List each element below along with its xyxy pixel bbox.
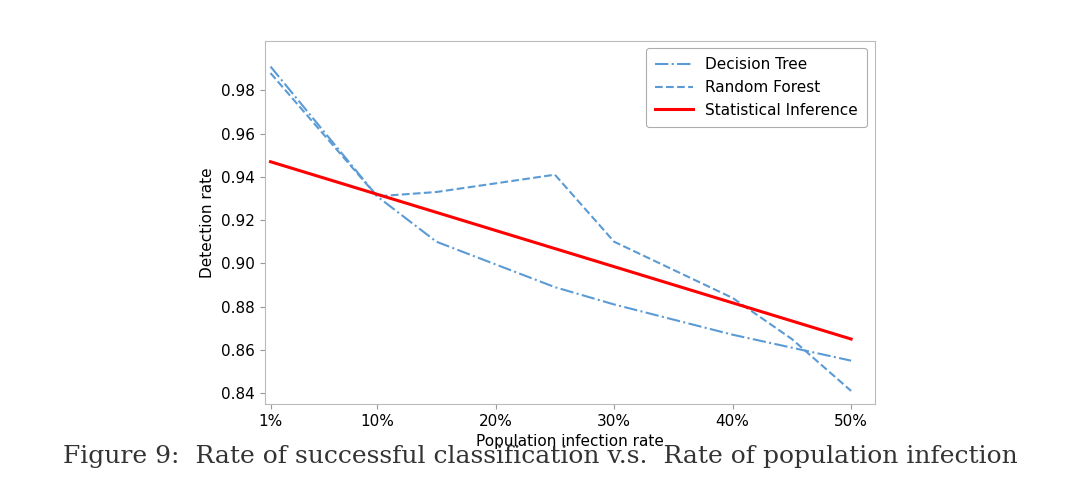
Decision Tree [430,239,443,245]
Text: Figure 9:  Rate of successful classification v.s.  Rate of population infection: Figure 9: Rate of successful classificat… [63,445,1017,468]
Decision Tree [549,284,562,290]
Decision Tree [845,358,858,364]
Decision Tree [370,194,383,199]
Decision Tree [726,332,739,337]
Random Forest [370,194,383,199]
Y-axis label: Detection rate: Detection rate [200,167,215,278]
Line: Decision Tree: Decision Tree [270,66,851,361]
Random Forest [726,295,739,301]
Random Forest [845,388,858,394]
Random Forest [608,239,621,245]
Decision Tree [608,302,621,307]
Random Forest [430,189,443,195]
Random Forest [264,70,276,76]
Line: Random Forest: Random Forest [270,73,851,391]
Random Forest [785,336,798,342]
Decision Tree [264,64,276,69]
Legend: Decision Tree, Random Forest, Statistical Inference: Decision Tree, Random Forest, Statistica… [646,48,867,127]
Random Forest [549,172,562,177]
X-axis label: Population infection rate: Population infection rate [476,434,663,449]
